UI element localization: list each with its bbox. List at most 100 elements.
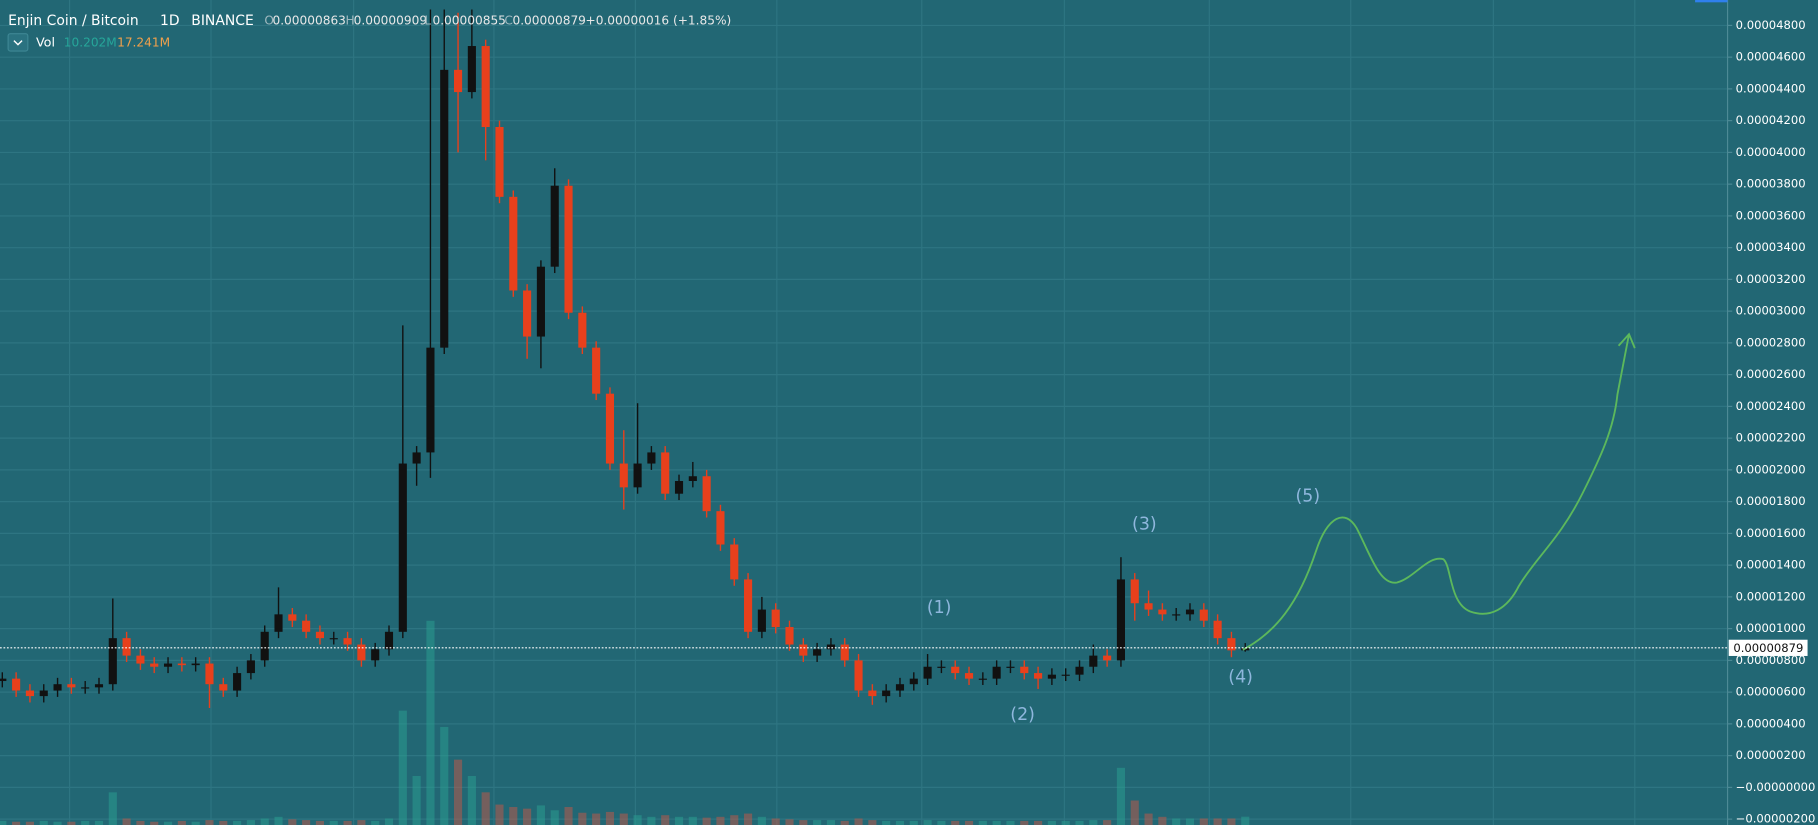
y-tick-label: 0.00004600 bbox=[1736, 50, 1806, 64]
ohlc-key: O bbox=[264, 13, 274, 27]
volume-bar bbox=[1089, 820, 1098, 825]
interval: 1D bbox=[160, 13, 180, 29]
volume-bar bbox=[882, 820, 891, 825]
y-tick-label: 0.00001000 bbox=[1736, 621, 1806, 635]
ohlc-value: 0.00000879 bbox=[512, 13, 585, 27]
volume-bar bbox=[1144, 813, 1153, 825]
volume-bar bbox=[177, 820, 186, 825]
candle-body bbox=[826, 644, 835, 650]
projection-curve bbox=[1242, 334, 1630, 651]
header: Enjin Coin / Bitcoin 1D BINANCE O0.00000… bbox=[7, 13, 731, 52]
volume-ma: 17.241M bbox=[117, 35, 170, 49]
candle-body bbox=[1006, 666, 1015, 668]
candle-body bbox=[964, 673, 974, 679]
candle-body bbox=[813, 649, 822, 656]
volume-bar bbox=[605, 811, 615, 825]
volume-bar bbox=[163, 821, 173, 825]
candle-body bbox=[895, 684, 905, 691]
volume-bar bbox=[550, 810, 559, 825]
volume-bar bbox=[1130, 800, 1139, 825]
candle-body bbox=[730, 544, 739, 580]
volume-bar bbox=[661, 815, 670, 825]
collapse-button[interactable] bbox=[7, 33, 29, 52]
candle-body bbox=[633, 463, 642, 488]
candle-body bbox=[1116, 579, 1126, 661]
volume-bar bbox=[108, 792, 117, 825]
candle-body bbox=[1144, 603, 1153, 610]
volume-bar bbox=[94, 820, 104, 825]
y-tick-label: 0.00004000 bbox=[1736, 145, 1806, 159]
volume-bar bbox=[246, 820, 255, 825]
volume-bar bbox=[854, 818, 863, 825]
volume-bar bbox=[1227, 818, 1236, 825]
candle-body bbox=[1075, 666, 1084, 675]
volume-bar bbox=[371, 820, 380, 825]
volume-bar bbox=[702, 817, 711, 825]
volume-bar bbox=[688, 816, 697, 825]
volume-bar bbox=[1006, 820, 1015, 825]
volume-bar bbox=[495, 804, 504, 825]
y-tick-label: 0.00004800 bbox=[1736, 18, 1806, 32]
candle-body bbox=[1034, 673, 1043, 679]
volume-bar bbox=[288, 819, 297, 825]
volume-bar bbox=[122, 818, 131, 825]
candle-body bbox=[315, 631, 325, 639]
volume-bar bbox=[1034, 820, 1043, 825]
candle-body bbox=[1061, 674, 1070, 676]
volume-bar bbox=[384, 818, 394, 825]
y-tick-label: 0.00001800 bbox=[1736, 494, 1806, 508]
projection-arrow bbox=[1617, 332, 1636, 349]
symbol: Enjin Coin / Bitcoin bbox=[8, 13, 139, 29]
candle-body bbox=[1158, 609, 1167, 615]
candle-body bbox=[177, 663, 186, 666]
volume-bar bbox=[191, 821, 200, 825]
candle-body bbox=[992, 666, 1001, 679]
volume-bar bbox=[964, 820, 974, 825]
y-tick-label: 0.00003000 bbox=[1736, 304, 1806, 318]
candle-body bbox=[978, 678, 987, 680]
volume-bar bbox=[578, 812, 587, 825]
candle-body bbox=[467, 46, 476, 93]
volume-bar bbox=[81, 820, 90, 825]
y-tick-label: 0.00001600 bbox=[1736, 526, 1806, 540]
volume-bar bbox=[343, 820, 352, 825]
candle-body bbox=[453, 69, 463, 93]
volume-bar bbox=[937, 820, 946, 825]
candle-body bbox=[854, 660, 863, 691]
volume-bar bbox=[440, 726, 449, 825]
ohlc-value: 0.00000909 bbox=[354, 13, 427, 27]
candle-body bbox=[882, 690, 891, 697]
candle-body bbox=[509, 196, 518, 291]
scale-handle[interactable] bbox=[1695, 0, 1728, 3]
ohlc-value: 0.00000855 bbox=[432, 13, 505, 27]
volume-name: Vol bbox=[36, 35, 55, 50]
volume-bar bbox=[412, 775, 421, 825]
candle-body bbox=[647, 452, 656, 464]
candle-body bbox=[1089, 655, 1098, 667]
candle-body bbox=[702, 476, 711, 512]
candle-body bbox=[205, 663, 214, 685]
candle-body bbox=[81, 687, 90, 689]
y-tick-label: 0.00000400 bbox=[1736, 716, 1806, 730]
candle-body bbox=[1047, 674, 1056, 679]
volume-bar bbox=[315, 820, 325, 825]
volume-bar bbox=[260, 818, 269, 825]
candle-body bbox=[163, 663, 173, 667]
wave-label: (5) bbox=[1296, 487, 1321, 507]
candle-body bbox=[94, 684, 104, 688]
volume-bar bbox=[951, 820, 960, 825]
volume-bar bbox=[647, 816, 656, 825]
volume-bar bbox=[674, 816, 684, 825]
volume-bar bbox=[1075, 820, 1084, 825]
candle-body bbox=[398, 463, 407, 632]
volume-bar bbox=[25, 821, 34, 825]
candle-body bbox=[426, 347, 435, 453]
volume-bar bbox=[1185, 818, 1195, 825]
volume-bar bbox=[592, 813, 601, 825]
candle-body bbox=[799, 644, 808, 656]
volume-bar bbox=[1172, 818, 1181, 825]
candle-body bbox=[67, 684, 76, 688]
candle-body bbox=[771, 609, 780, 628]
ohlc-key: C bbox=[504, 13, 512, 27]
